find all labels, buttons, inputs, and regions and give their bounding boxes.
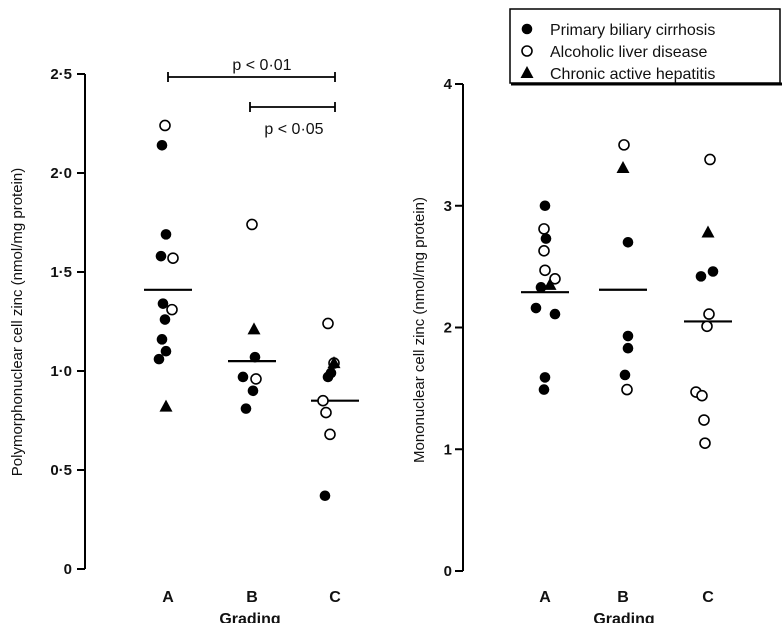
- legend-label: Chronic active hepatitis: [550, 66, 715, 83]
- legend-marker: [521, 23, 533, 35]
- right-data-point: [701, 320, 713, 333]
- right-data-point: [699, 437, 711, 449]
- right-data-point: [538, 244, 550, 257]
- right-y-tick-label: 1: [444, 441, 452, 458]
- left-data-point: [237, 371, 249, 383]
- left-category-label-b: B: [246, 589, 258, 606]
- left-data-point: [157, 298, 169, 309]
- left-data-point: [319, 490, 331, 502]
- right-y-tick-label: 0: [444, 563, 452, 580]
- legend: Primary biliary cirrhosis Alcoholic liver…: [509, 8, 782, 86]
- left-data-point: [155, 250, 167, 262]
- right-data-point: [618, 139, 630, 151]
- right-data-point: [539, 200, 551, 212]
- right-y-tick-label: 3: [444, 198, 452, 215]
- right-data-point: [539, 372, 551, 383]
- right-panel: 0 1 2 3 4 A B C Grading Mononuclear cell zinc (nm…: [411, 76, 732, 623]
- right-data-point: [530, 302, 542, 314]
- right-data-point: [538, 384, 550, 395]
- left-data-point: [156, 334, 168, 345]
- right-data-point: [549, 308, 561, 320]
- left-data-point: [247, 322, 261, 335]
- left-category-label-a: A: [162, 589, 174, 606]
- right-data-point: [695, 271, 707, 282]
- left-y-tick-label: 0: [64, 561, 72, 578]
- left-data-point: [160, 229, 172, 240]
- legend-label: Alcoholic liver disease: [550, 44, 708, 61]
- left-y-axis-title: Polymorphonuclear cell zinc (nmol/mg pro…: [9, 168, 26, 476]
- left-data-point: [160, 345, 172, 357]
- legend-marker: [520, 66, 534, 78]
- right-category-label-b: B: [617, 589, 629, 606]
- left-data-point: [247, 385, 259, 397]
- right-data-point: [619, 369, 631, 381]
- left-y-tick-label: 2·0: [50, 165, 72, 182]
- left-data-point: [324, 428, 336, 441]
- left-data-point: [166, 303, 178, 316]
- right-data-point: [543, 277, 557, 290]
- left-data-point: [240, 403, 252, 414]
- right-data-point: [621, 383, 633, 396]
- right-y-axis-title: Mononuclear cell zinc (nmol/mg protein): [411, 197, 428, 463]
- left-data-point: [167, 252, 179, 264]
- right-data-point: [622, 330, 634, 342]
- left-data-point: [322, 371, 334, 383]
- right-y-tick-label: 4: [444, 76, 453, 93]
- right-data-point: [535, 282, 547, 293]
- left-data-point: [320, 406, 332, 419]
- left-data-point: [322, 317, 334, 330]
- left-y-tick-label: 0·5: [50, 462, 72, 479]
- legend-box: [509, 8, 781, 84]
- right-data-point: [707, 266, 719, 277]
- left-panel: 0 0·5 1·0 1·5 2·0 2·5 A B C Grading Polymorphonucl…: [9, 57, 359, 623]
- right-data-point: [622, 342, 634, 354]
- right-data-point: [701, 225, 715, 238]
- left-data-point: [249, 351, 261, 363]
- right-data-point: [538, 223, 550, 235]
- left-category-label-c: C: [329, 589, 341, 606]
- left-data-point: [250, 373, 262, 385]
- left-data-point: [159, 119, 171, 132]
- right-data-point: [696, 389, 708, 402]
- right-data-point: [698, 414, 710, 426]
- right-data-point: [622, 236, 634, 248]
- left-data-point: [317, 394, 329, 407]
- left-data-point: [327, 356, 341, 369]
- right-data-point: [540, 233, 552, 244]
- left-y-tick-label: 1·0: [50, 363, 72, 380]
- left-y-tick-label: 2·5: [50, 66, 72, 83]
- left-data-point: [156, 139, 168, 151]
- right-data-point: [616, 161, 630, 174]
- right-data-point: [703, 308, 715, 320]
- left-x-axis-title: Grading: [219, 611, 280, 623]
- right-data-point: [539, 264, 551, 277]
- right-data-point: [704, 153, 716, 166]
- right-x-axis-title: Grading: [593, 611, 654, 623]
- left-data-point: [159, 399, 173, 412]
- right-category-label-c: C: [702, 589, 714, 606]
- p-value-label: p < 0·05: [264, 121, 323, 138]
- left-y-tick-label: 1·5: [50, 264, 72, 281]
- legend-label: Primary biliary cirrhosis: [550, 22, 715, 39]
- p-value-label: p < 0·01: [232, 57, 291, 74]
- legend-marker: [521, 45, 533, 57]
- right-y-tick-label: 2: [444, 320, 452, 337]
- left-data-point: [246, 218, 258, 231]
- right-category-label-a: A: [539, 589, 551, 606]
- left-data-point: [153, 353, 165, 365]
- left-data-point: [159, 314, 171, 325]
